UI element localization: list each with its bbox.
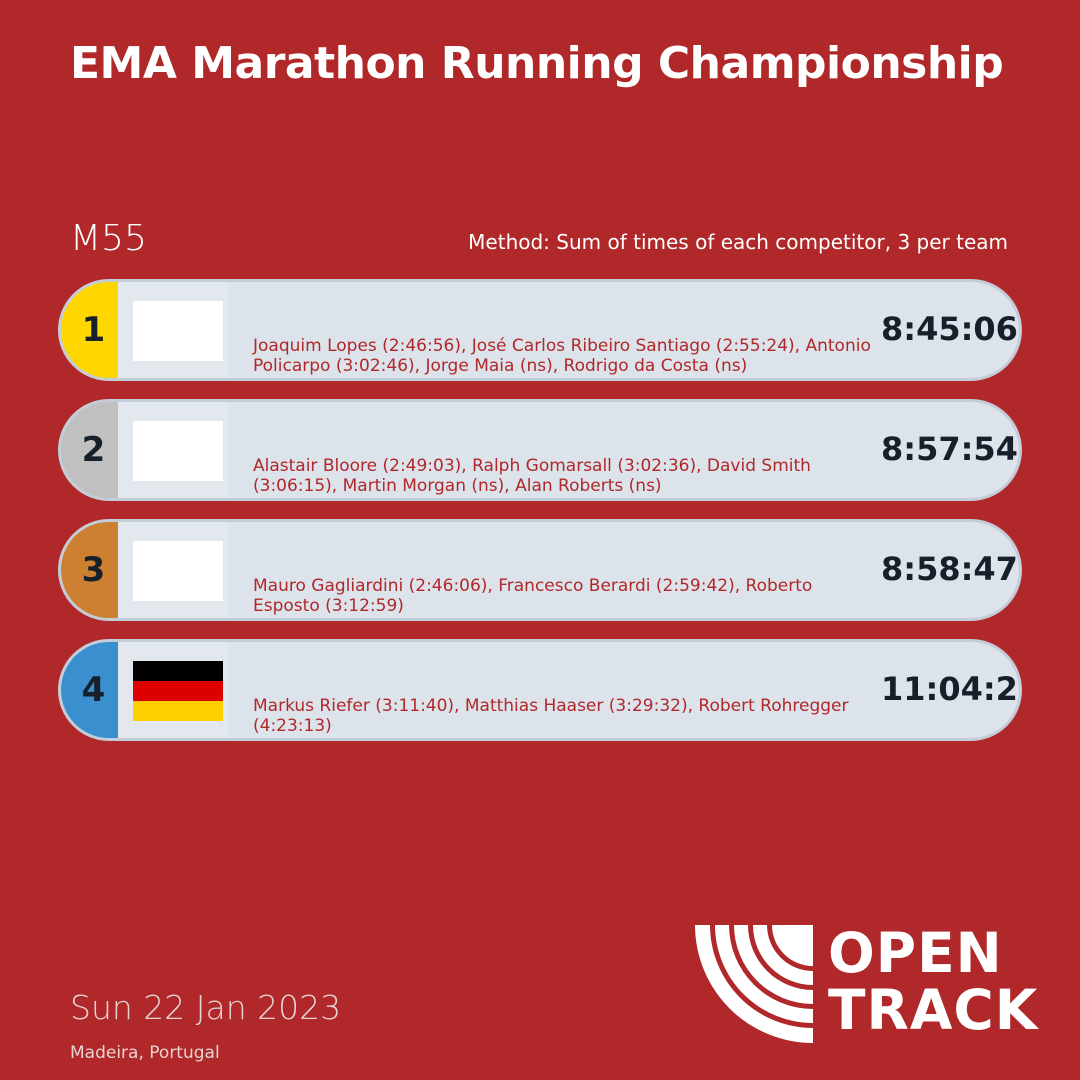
logo-text-open: OPEN bbox=[828, 921, 1003, 985]
page-title: EMA Marathon Running Championship bbox=[70, 38, 1004, 89]
team-members: Alastair Bloore (2:49:03), Ralph Gomarsa… bbox=[253, 456, 811, 496]
team-time: 8:58:47 bbox=[881, 550, 1018, 588]
logo-text-track: TRACK bbox=[828, 978, 1039, 1042]
team-time: 8:45:06 bbox=[881, 310, 1018, 348]
flag-icon bbox=[133, 421, 223, 481]
rank-badge: 2 bbox=[61, 402, 118, 498]
team-members: Joaquim Lopes (2:46:56), José Carlos Rib… bbox=[253, 336, 871, 376]
flag-icon bbox=[133, 541, 223, 601]
event-location: Madeira, Portugal bbox=[70, 1043, 220, 1063]
event-date: Sun 22 Jan 2023 bbox=[70, 988, 342, 1027]
track-arcs-icon bbox=[695, 925, 813, 1043]
team-time: 8:57:54 bbox=[881, 430, 1018, 468]
team-members: Mauro Gagliardini (2:46:06), Francesco B… bbox=[253, 576, 813, 616]
team-time: 11:04:25 bbox=[881, 670, 1019, 708]
category-label: M55 bbox=[70, 218, 147, 259]
rank-badge: 3 bbox=[61, 522, 118, 618]
team-row: 4 Markus Riefer (3:11:40), Matthias Haas… bbox=[58, 639, 1022, 741]
germany-flag-icon bbox=[133, 661, 223, 721]
team-row: 1 Joaquim Lopes (2:46:56), José Carlos R… bbox=[58, 279, 1022, 381]
team-members: Markus Riefer (3:11:40), Matthias Haaser… bbox=[253, 696, 849, 736]
rank-badge: 1 bbox=[61, 282, 118, 378]
flag-icon bbox=[133, 301, 223, 361]
team-row: 2 Alastair Bloore (2:49:03), Ralph Gomar… bbox=[58, 399, 1022, 501]
method-note: Method: Sum of times of each competitor,… bbox=[468, 230, 1008, 254]
team-row: 3 Mauro Gagliardini (2:46:06), Francesco… bbox=[58, 519, 1022, 621]
rank-badge: 4 bbox=[61, 642, 118, 738]
